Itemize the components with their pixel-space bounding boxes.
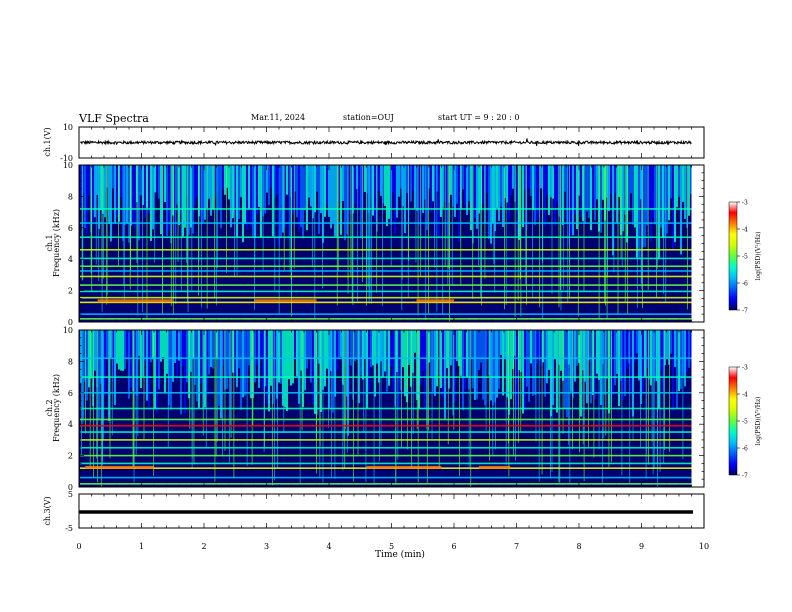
y-tick-label: 2 xyxy=(68,287,73,296)
x-tick-label: 0 xyxy=(76,542,81,551)
y-tick-label: 4 xyxy=(68,255,73,264)
ch1-spectrogram-ylabel: Frequency (kHz) xyxy=(52,209,61,277)
ch1-colorbar xyxy=(728,201,738,311)
x-tick-label: 3 xyxy=(264,542,269,551)
y-tick-label: 0 xyxy=(68,483,73,492)
colorbar-tick-label: -4 xyxy=(742,392,748,399)
ch2-spectrogram-ylabel: Frequency (kHz) xyxy=(52,374,61,442)
y-tick-label: 6 xyxy=(68,224,73,233)
y-tick-label: 0 xyxy=(68,318,73,327)
ch1-ytick-bottom: -10 xyxy=(60,154,73,163)
y-tick-label: 6 xyxy=(68,389,73,398)
y-tick-label: 10 xyxy=(63,161,73,170)
plot-title: VLF Spectra xyxy=(79,112,149,125)
ch2-spectrogram-yticks: 0 2 4 6 8 10 xyxy=(63,326,704,492)
colorbar-tick-label: -6 xyxy=(742,446,748,453)
ch2-colorbar xyxy=(728,366,738,476)
colorbar-tick-label: -7 xyxy=(742,308,748,315)
ch1-spectrogram-yticks: 0 2 4 6 8 10 xyxy=(63,161,704,327)
x-tick-label: 2 xyxy=(201,542,206,551)
x-tick-label: 6 xyxy=(451,542,456,551)
colorbar-tick-label: -5 xyxy=(742,254,748,261)
ch1-spectrogram-image xyxy=(80,165,704,322)
ch3-ylabel: ch.3(V) xyxy=(43,496,52,525)
ch3-ytick-top: 5 xyxy=(68,490,73,499)
y-tick-label: 8 xyxy=(68,192,73,201)
ch1-colorbar-label: log(PSD)(V²/Hz) xyxy=(755,232,762,281)
ch2-colorbar-label: log(PSD)(V²/Hz) xyxy=(755,397,762,446)
colorbar-tick-label: -7 xyxy=(742,473,748,480)
colorbar-tick-label: -6 xyxy=(742,281,748,288)
ch1-colorbar-ticks: -3 -4 -5 -6 -7 xyxy=(737,200,748,315)
x-tick-label: 8 xyxy=(576,542,581,551)
y-tick-label: 4 xyxy=(68,420,73,429)
y-tick-label: 2 xyxy=(68,452,73,461)
station-label: station=OUJ xyxy=(343,113,394,122)
ch1-waveform-line xyxy=(80,138,692,146)
ch2-spectrogram-image xyxy=(80,330,704,487)
date-label: Mar.11, 2024 xyxy=(251,113,306,122)
ch1-spectrogram-channel-label: ch.1 xyxy=(45,234,54,251)
x-axis-tick-labels: 0 1 2 3 4 5 6 7 8 9 10 xyxy=(76,542,709,551)
ch2-spectrogram-channel-label: ch.2 xyxy=(45,399,54,416)
y-tick-label: 10 xyxy=(63,326,73,335)
x-tick-label: 10 xyxy=(699,542,709,551)
colorbar-tick-label: -3 xyxy=(742,365,748,372)
x-tick-label: 9 xyxy=(639,542,644,551)
x-tick-label: 4 xyxy=(326,542,331,551)
ch1-waveform-panel: 10 -10 ch.1(V) xyxy=(43,123,705,163)
x-tick-label: 5 xyxy=(389,542,394,551)
y-tick-label: 8 xyxy=(68,357,73,366)
x-tick-label: 7 xyxy=(514,542,519,551)
start-time-label: start UT = 9 : 20 : 0 xyxy=(438,113,520,122)
ch1-ylabel: ch.1(V) xyxy=(43,127,52,156)
colorbar-tick-label: -5 xyxy=(742,419,748,426)
colorbar-tick-label: -3 xyxy=(742,200,748,207)
ch1-ytick-top: 10 xyxy=(63,123,73,132)
x-axis-label: Time (min) xyxy=(375,549,425,560)
ch3-waveform-panel: 5 -5 ch.3(V) xyxy=(43,490,705,533)
ch3-ytick-bottom: -5 xyxy=(65,524,73,533)
x-axis-ticks xyxy=(78,127,705,528)
colorbar-tick-label: -4 xyxy=(742,227,748,234)
ch2-colorbar-ticks: -3 -4 -5 -6 -7 xyxy=(737,365,748,480)
x-tick-label: 1 xyxy=(139,542,144,551)
